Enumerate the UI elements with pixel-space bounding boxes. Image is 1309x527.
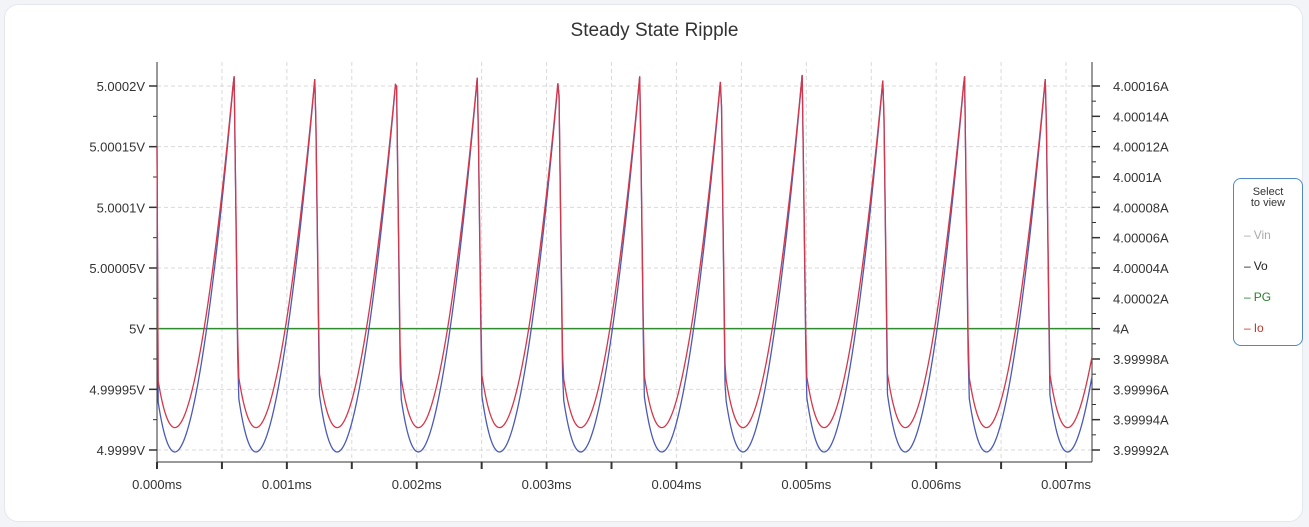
- x-tick-label: 0.001ms: [262, 477, 312, 492]
- legend-dash-icon: –: [1244, 259, 1251, 273]
- series-vo-line: [156, 74, 1093, 453]
- y-right-tick-label: 4.00006A: [1113, 231, 1169, 246]
- y-left-tick-label: 4.99995V: [89, 382, 145, 397]
- y-right-tick-label: 4.00002A: [1113, 291, 1169, 306]
- x-tick-label: 0.003ms: [522, 477, 572, 492]
- legend-title-line2: to view: [1250, 197, 1286, 209]
- y-left-tick-label: 5.0001V: [97, 200, 146, 215]
- y-right-tick-label: 4.0001A: [1113, 170, 1162, 185]
- y-right-tick-label: 3.99992A: [1113, 443, 1169, 458]
- x-tick-label: 0.002ms: [392, 477, 442, 492]
- y-right-tick-label: 4A: [1113, 322, 1129, 337]
- y-right-tick-label: 4.00012A: [1113, 140, 1169, 155]
- y-right-tick-label: 3.99996A: [1113, 382, 1169, 397]
- series-io-line: [156, 74, 1093, 429]
- legend-item-vo[interactable]: – Vo: [1244, 259, 1268, 273]
- legend-label: Vin: [1253, 228, 1271, 242]
- legend-dash-icon: –: [1244, 321, 1251, 335]
- legend-dash-icon: –: [1244, 290, 1251, 304]
- x-tick-label: 0.005ms: [781, 477, 831, 492]
- chart-card: [4, 4, 1303, 522]
- legend-dash-icon: –: [1244, 228, 1251, 242]
- y-right-tick-label: 3.99994A: [1113, 413, 1169, 428]
- y-left-tick-label: 5.00005V: [89, 261, 145, 276]
- legend-label: Io: [1253, 321, 1264, 335]
- legend-item-io[interactable]: – Io: [1244, 321, 1264, 335]
- y-left-tick-label: 4.9999V: [97, 443, 146, 458]
- y-left-tick-label: 5V: [129, 322, 145, 337]
- series-legend: Select to view – Vin – Vo – PG – Io: [1233, 178, 1303, 346]
- y-right-tick-label: 3.99998A: [1113, 352, 1169, 367]
- chart-title: Steady State Ripple: [570, 20, 739, 41]
- legend-item-vin[interactable]: – Vin: [1244, 228, 1271, 242]
- x-tick-label: 0.000ms: [132, 477, 182, 492]
- y-left-tick-label: 5.0002V: [97, 79, 146, 94]
- y-left-tick-label: 5.00015V: [89, 140, 145, 155]
- x-tick-label: 0.006ms: [911, 477, 961, 492]
- y-right-tick-label: 4.00004A: [1113, 261, 1169, 276]
- legend-item-pg[interactable]: – PG: [1244, 290, 1271, 304]
- legend-title: Select to view: [1234, 187, 1302, 209]
- y-right-tick-label: 4.00008A: [1113, 200, 1169, 215]
- x-tick-label: 0.004ms: [652, 477, 702, 492]
- legend-label: PG: [1253, 290, 1272, 304]
- legend-label: Vo: [1253, 259, 1268, 273]
- y-right-tick-label: 4.00016A: [1113, 79, 1169, 94]
- y-right-tick-label: 4.00014A: [1113, 109, 1169, 124]
- legend-title-line1: Select: [1252, 186, 1284, 198]
- x-tick-label: 0.007ms: [1041, 477, 1091, 492]
